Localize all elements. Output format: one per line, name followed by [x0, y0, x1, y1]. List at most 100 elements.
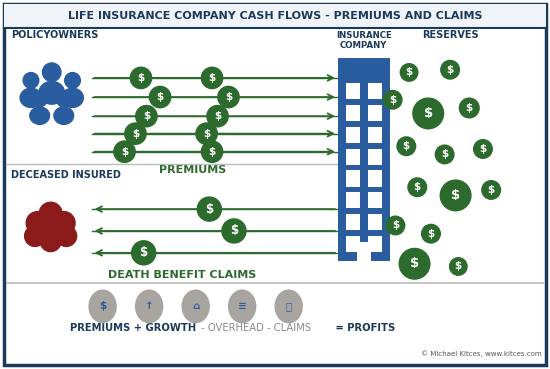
Text: $: $: [451, 189, 460, 202]
Text: $: $: [410, 257, 419, 270]
Text: ≡: ≡: [238, 301, 246, 311]
Circle shape: [125, 123, 146, 144]
Bar: [346, 83, 360, 99]
Bar: [356, 242, 371, 261]
Circle shape: [436, 145, 454, 164]
Text: ↑: ↑: [145, 301, 153, 311]
Bar: [346, 236, 360, 252]
Circle shape: [441, 61, 459, 79]
Circle shape: [42, 63, 61, 82]
Bar: [346, 192, 360, 208]
Circle shape: [136, 106, 157, 127]
Ellipse shape: [54, 107, 74, 124]
Text: $: $: [487, 185, 495, 195]
Bar: [346, 170, 360, 187]
Bar: [4, 4, 546, 28]
Text: DECEASED INSURED: DECEASED INSURED: [11, 170, 121, 180]
Text: $: $: [208, 147, 216, 157]
Ellipse shape: [228, 289, 256, 323]
Text: - OVERHEAD - CLAIMS: - OVERHEAD - CLAIMS: [199, 323, 311, 333]
Circle shape: [413, 98, 443, 129]
Text: $: $: [424, 107, 433, 120]
Text: LIFE INSURANCE COMPANY CASH FLOWS - PREMIUMS AND CLAIMS: LIFE INSURANCE COMPANY CASH FLOWS - PREM…: [68, 11, 482, 21]
Ellipse shape: [89, 289, 117, 323]
Text: INSURANCE: INSURANCE: [336, 31, 392, 40]
Circle shape: [399, 248, 430, 279]
Circle shape: [386, 216, 405, 235]
Text: © Michael Kitces, www.kitces.com: © Michael Kitces, www.kitces.com: [421, 351, 542, 357]
Bar: [367, 170, 382, 187]
Circle shape: [449, 258, 467, 275]
Circle shape: [207, 106, 228, 127]
Text: $: $: [225, 92, 232, 102]
Circle shape: [482, 181, 500, 199]
Text: RESERVES: RESERVES: [422, 30, 478, 40]
Bar: [367, 214, 382, 230]
Ellipse shape: [39, 82, 64, 104]
Bar: [346, 127, 360, 143]
Circle shape: [218, 86, 239, 108]
Ellipse shape: [274, 289, 303, 323]
Circle shape: [440, 180, 471, 211]
Text: ⌂: ⌂: [192, 301, 199, 311]
Circle shape: [197, 197, 221, 221]
Text: $: $: [132, 129, 139, 139]
Text: $: $: [214, 111, 221, 121]
Text: $: $: [479, 144, 487, 154]
Text: $: $: [138, 73, 145, 83]
Bar: [346, 214, 360, 230]
Text: POLICYOWNERS: POLICYOWNERS: [11, 30, 98, 40]
Ellipse shape: [30, 107, 50, 124]
Circle shape: [57, 93, 71, 107]
Circle shape: [474, 140, 492, 158]
Ellipse shape: [20, 88, 42, 107]
Circle shape: [201, 141, 223, 162]
Ellipse shape: [135, 289, 163, 323]
Text: $: $: [427, 229, 435, 239]
Text: $: $: [230, 224, 238, 238]
Circle shape: [25, 225, 46, 246]
Text: $: $: [447, 65, 454, 75]
Text: $: $: [403, 141, 410, 151]
Circle shape: [130, 67, 152, 89]
Ellipse shape: [182, 289, 210, 323]
Text: $: $: [389, 95, 397, 105]
Circle shape: [383, 90, 402, 109]
Circle shape: [52, 211, 75, 234]
Circle shape: [34, 219, 52, 238]
Text: $: $: [143, 111, 150, 121]
Circle shape: [201, 67, 223, 89]
Bar: [346, 105, 360, 121]
Bar: [367, 236, 382, 252]
Circle shape: [422, 224, 440, 243]
Text: PREMIUMS + GROWTH: PREMIUMS + GROWTH: [69, 323, 196, 333]
Circle shape: [56, 225, 76, 246]
Circle shape: [408, 178, 427, 197]
Text: $: $: [121, 147, 128, 157]
Text: $: $: [203, 129, 210, 139]
Text: $: $: [405, 68, 412, 77]
Text: $: $: [455, 262, 462, 272]
Circle shape: [40, 231, 61, 252]
Ellipse shape: [62, 88, 84, 107]
Text: DEATH BENEFIT CLAIMS: DEATH BENEFIT CLAIMS: [108, 270, 256, 280]
Circle shape: [400, 64, 418, 81]
Circle shape: [222, 219, 246, 243]
Circle shape: [26, 211, 49, 234]
Text: $: $: [441, 149, 448, 159]
Circle shape: [150, 86, 170, 108]
Text: COMPANY: COMPANY: [340, 41, 387, 49]
Text: ␰: ␰: [285, 301, 292, 311]
Text: PREMIUMS: PREMIUMS: [160, 165, 227, 175]
Text: $: $: [99, 301, 106, 311]
Text: $: $: [392, 221, 399, 231]
Text: = PROFITS: = PROFITS: [332, 323, 395, 333]
Text: $: $: [466, 103, 473, 113]
Text: $: $: [205, 203, 213, 215]
Circle shape: [23, 73, 38, 88]
Bar: [367, 127, 382, 143]
Text: $: $: [140, 246, 148, 259]
Bar: [367, 83, 382, 99]
Circle shape: [39, 202, 62, 225]
Circle shape: [65, 73, 80, 88]
